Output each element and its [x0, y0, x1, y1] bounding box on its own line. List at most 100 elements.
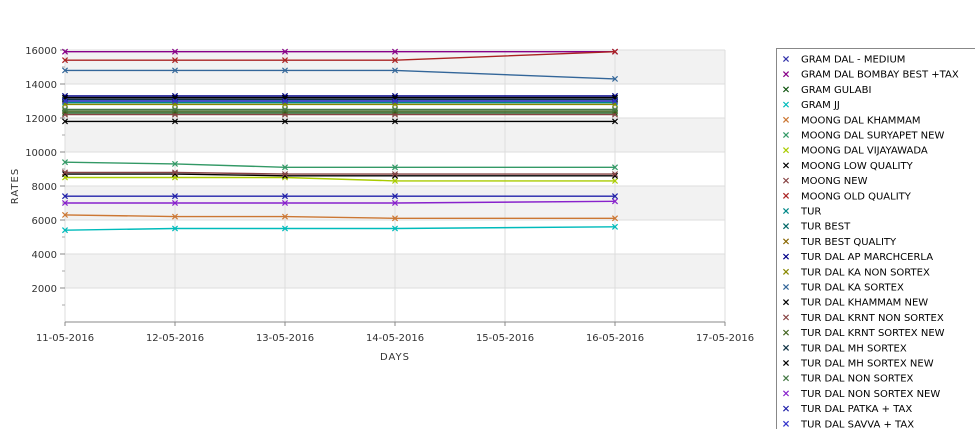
data-point-marker: [391, 118, 399, 125]
data-point-marker: [61, 211, 69, 218]
legend-marker: [782, 390, 790, 397]
data-point-marker: [391, 199, 399, 207]
series-group: [61, 106, 619, 113]
data-point-marker: [171, 160, 179, 167]
data-point-marker: [391, 225, 399, 232]
legend-label: TUR DAL KA SORTEX: [800, 283, 904, 294]
legend-marker: [782, 131, 790, 139]
data-point-marker: [391, 215, 399, 222]
x-axis-ticks: 11-05-2016 12-05-2016 13-05-2016 14-05-2016…: [36, 322, 754, 344]
legend-label: GRAM DAL BOMBAY BEST +TAX: [801, 70, 959, 81]
x-tick-label: 17-05-2016: [696, 333, 754, 344]
data-point-marker: [611, 215, 619, 222]
legend-label: MOONG DAL SURYAPET NEW: [801, 131, 944, 142]
x-tick-label: 14-05-2016: [366, 333, 424, 344]
y-tick-label: 2000: [32, 284, 57, 295]
y-tick-label: 14000: [25, 80, 57, 91]
series-group: [61, 174, 619, 184]
legend-label: TUR DAL KA NON SORTEX: [800, 267, 930, 278]
legend-item: TUR DAL AP MARCHCERLA: [782, 252, 933, 263]
legend-label: TUR DAL KRNT NON SORTEX: [800, 313, 944, 324]
legend-marker: [782, 268, 790, 275]
data-point-marker: [611, 164, 619, 171]
x-tick-label: 16-05-2016: [586, 333, 644, 344]
legend-item: TUR: [782, 207, 821, 218]
legend-marker: [782, 314, 790, 321]
x-axis-title: DAYS: [380, 352, 410, 363]
series-group: [61, 169, 619, 178]
data-point-marker: [281, 48, 289, 55]
legend-item: MOONG DAL KHAMMAM: [782, 115, 921, 126]
y-tick-label: 16000: [25, 46, 57, 57]
legend-marker: [782, 86, 790, 93]
data-point-marker: [611, 223, 619, 230]
legend-item: GRAM DAL BOMBAY BEST +TAX: [782, 70, 959, 81]
data-point-marker: [281, 164, 289, 171]
x-tick-label: 11-05-2016: [36, 333, 94, 344]
data-point-marker: [611, 75, 619, 82]
data-point-marker: [61, 227, 69, 234]
legend-item: TUR DAL KRNT SORTEX NEW: [782, 328, 945, 339]
data-point-marker: [281, 67, 289, 74]
data-point-marker: [281, 97, 289, 105]
data-point-marker: [281, 225, 289, 232]
legend-item: TUR DAL NON SORTEX: [782, 374, 914, 385]
data-point-marker: [61, 57, 69, 64]
legend-marker: [782, 223, 790, 230]
legend-marker: [782, 253, 790, 260]
data-point-marker: [171, 67, 179, 74]
y-tick-label: 6000: [32, 216, 57, 227]
series-group: [61, 211, 619, 222]
legend-item: TUR DAL NON SORTEX NEW: [782, 389, 940, 400]
x-tick-label: 12-05-2016: [146, 333, 204, 344]
series-group: [61, 48, 619, 64]
data-point-marker: [61, 106, 69, 113]
legend-marker: [782, 162, 790, 169]
legend-item: TUR DAL KHAMMAM NEW: [782, 298, 928, 309]
data-point-marker: [611, 177, 619, 184]
data-point-marker: [171, 193, 179, 200]
y-axis-ticks: 2000 4000 6000 8000 10000 12000 14000 16000: [25, 46, 65, 306]
legend-item: MOONG NEW: [782, 176, 868, 187]
data-point-marker: [61, 118, 69, 125]
legend-label: MOONG DAL KHAMMAM: [801, 115, 921, 126]
data-point-marker: [281, 171, 289, 178]
data-point-marker: [281, 193, 289, 200]
legend-label: GRAM JJ: [801, 100, 840, 111]
data-point-marker: [391, 164, 399, 171]
data-point-marker: [171, 106, 179, 113]
y-tick-label: 8000: [32, 182, 57, 193]
series-group: [61, 92, 619, 99]
legend-label: TUR DAL KHAMMAM NEW: [800, 298, 928, 309]
legend-item: TUR DAL PATKA + TAX: [782, 404, 912, 415]
data-point-marker: [281, 199, 289, 207]
data-point-marker: [281, 106, 289, 113]
legend-label: TUR BEST QUALITY: [800, 237, 897, 248]
legend-marker: [782, 299, 790, 306]
legend-item: TUR DAL KA SORTEX: [782, 283, 904, 294]
data-point-marker: [61, 97, 69, 105]
legend-item: TUR DAL MH SORTEX NEW: [782, 359, 934, 370]
legend-marker: [782, 405, 790, 412]
data-point-marker: [171, 169, 179, 176]
legend-item: MOONG OLD QUALITY: [782, 191, 912, 202]
legend-marker: [782, 147, 790, 154]
legend-marker: [782, 71, 790, 78]
legend-label: TUR DAL KRNT SORTEX NEW: [800, 328, 945, 339]
legend-marker: [782, 192, 790, 199]
data-point-marker: [391, 106, 399, 113]
data-point-marker: [611, 193, 619, 200]
legend-marker: [782, 283, 790, 291]
legend-marker: [782, 344, 790, 351]
y-axis-title: RATES: [10, 168, 21, 204]
legend-label: TUR: [800, 207, 821, 218]
legend-item: GRAM GULABI: [782, 85, 871, 96]
data-point-marker: [171, 213, 179, 220]
legend-label: TUR DAL NON SORTEX: [800, 374, 914, 385]
legend-label: TUR DAL PATKA + TAX: [800, 404, 912, 415]
data-point-marker: [391, 193, 399, 200]
legend-item: GRAM DAL - MEDIUM: [782, 55, 905, 66]
series-group: [61, 198, 619, 207]
data-point-marker: [611, 198, 619, 205]
